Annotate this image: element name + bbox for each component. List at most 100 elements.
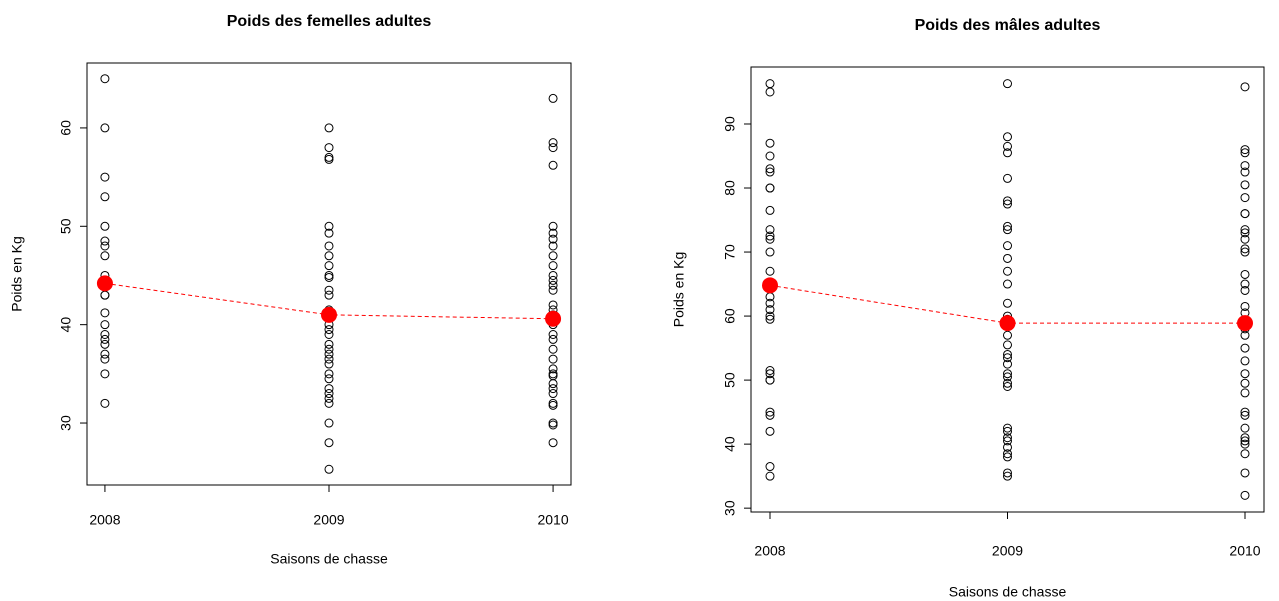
point xyxy=(324,389,334,399)
point xyxy=(100,74,110,84)
point xyxy=(1003,79,1012,89)
point xyxy=(100,221,110,231)
point xyxy=(765,87,775,97)
y-tick-label: 60 xyxy=(722,308,738,324)
point xyxy=(1240,244,1250,254)
point xyxy=(548,418,558,428)
point xyxy=(324,290,334,300)
mean-point xyxy=(545,310,562,327)
point xyxy=(1240,423,1250,433)
point xyxy=(548,420,558,430)
point xyxy=(765,247,775,257)
point xyxy=(548,221,558,231)
point xyxy=(765,151,775,161)
point xyxy=(324,143,334,153)
chart: Poids des mâles adultes 2008 2009 2010 30 40 5… xyxy=(671,17,1265,600)
point xyxy=(765,305,775,315)
point xyxy=(1003,132,1012,142)
point xyxy=(324,285,334,295)
point xyxy=(324,123,334,133)
x-axis-label: Saisons de chasse xyxy=(949,584,1067,600)
point xyxy=(765,231,775,241)
y-tick-label: 30 xyxy=(58,415,74,431)
point xyxy=(324,221,334,231)
point xyxy=(1240,167,1250,177)
point xyxy=(1003,253,1012,263)
point xyxy=(548,398,558,408)
point xyxy=(324,154,334,164)
point xyxy=(548,384,558,394)
point xyxy=(324,369,334,379)
point xyxy=(100,320,110,330)
point xyxy=(765,426,775,436)
point xyxy=(765,365,775,375)
point xyxy=(1240,285,1250,295)
mean-point xyxy=(762,277,778,294)
point xyxy=(1003,298,1012,308)
point xyxy=(548,354,558,364)
point xyxy=(548,251,558,261)
point xyxy=(548,241,558,251)
point xyxy=(1240,378,1250,388)
chart: Poids des femelles adultes 2008 2009 2010 30… xyxy=(9,13,572,567)
point xyxy=(324,464,334,474)
point xyxy=(548,300,558,310)
point xyxy=(548,364,558,374)
point xyxy=(765,167,775,177)
point xyxy=(1003,369,1012,379)
point xyxy=(100,241,110,251)
y-tick-label: 50 xyxy=(722,372,738,388)
point xyxy=(1003,452,1012,462)
point xyxy=(1240,225,1250,235)
point xyxy=(100,339,110,349)
mean-point xyxy=(1237,315,1253,332)
point xyxy=(100,290,110,300)
point xyxy=(765,225,775,235)
y-tick-label: 70 xyxy=(722,244,738,260)
point xyxy=(1003,141,1012,151)
point xyxy=(548,261,558,271)
x-tick-label: 2009 xyxy=(313,512,344,528)
point xyxy=(324,384,334,394)
point xyxy=(548,344,558,354)
point xyxy=(1003,423,1012,433)
mean-point xyxy=(96,275,113,292)
point xyxy=(1003,426,1012,436)
y-axis-label: Poids en Kg xyxy=(671,252,687,328)
x-tick-label: 2009 xyxy=(992,543,1023,559)
point xyxy=(324,241,334,251)
point xyxy=(548,379,558,389)
point xyxy=(324,354,334,364)
mean-point xyxy=(321,306,337,323)
point xyxy=(765,138,775,148)
point xyxy=(765,183,775,193)
point xyxy=(548,369,558,379)
point xyxy=(548,270,558,280)
point xyxy=(1240,161,1250,171)
point xyxy=(1003,436,1012,446)
point xyxy=(324,272,334,282)
point xyxy=(1240,279,1250,289)
point xyxy=(1240,82,1250,92)
point xyxy=(100,251,110,261)
x-tick-label: 2008 xyxy=(89,512,120,528)
point xyxy=(1003,349,1012,359)
y-tick-label: 30 xyxy=(722,500,738,516)
y-tick-label: 40 xyxy=(58,317,74,333)
point xyxy=(1003,173,1012,183)
point xyxy=(1003,199,1012,209)
point xyxy=(1003,359,1012,369)
point xyxy=(324,270,334,280)
point xyxy=(765,369,775,379)
point xyxy=(1240,228,1250,238)
point xyxy=(324,228,334,238)
point xyxy=(100,349,110,359)
point xyxy=(324,325,334,335)
point xyxy=(1240,180,1250,190)
point xyxy=(1240,301,1250,311)
point xyxy=(548,329,558,339)
chart-title: Poids des femelles adultes xyxy=(227,13,432,30)
point xyxy=(1003,471,1012,481)
point xyxy=(324,261,334,271)
